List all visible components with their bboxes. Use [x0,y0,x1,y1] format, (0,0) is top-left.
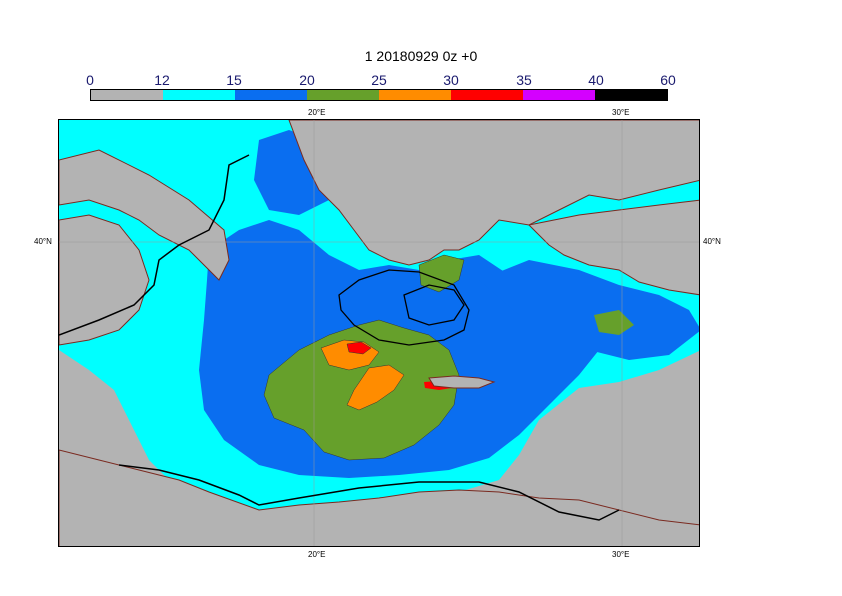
colorbar-label-20: 20 [299,72,315,88]
land-balkans [288,120,699,266]
contour-line-loop-1 [338,269,470,346]
colorbar-segment-25-30 [379,90,451,100]
contour-line-south [118,464,620,521]
colorbar-label-15: 15 [226,72,242,88]
contour-line-loop-2 [403,284,465,326]
sea-orange-2 [346,364,405,411]
colorbar-label-12: 12 [154,72,170,88]
bottom-tick-30e: 30°E [612,550,630,559]
top-tick-20e: 20°E [308,108,326,117]
colorbar-segment-20-25 [307,90,379,100]
land-italy [59,149,230,281]
colorbar-segment-0-12 [91,90,163,100]
colorbar-segment-12-15 [163,90,235,100]
colorbar-label-25: 25 [371,72,387,88]
sea-red-1 [346,341,372,355]
map-panel [58,119,700,547]
land-africa [59,449,699,546]
sea-green-east [594,310,634,335]
colorbar-label-40: 40 [588,72,604,88]
contour-line-main [59,154,250,336]
map-title: 1 20180929 0z +0 [364,48,478,64]
colorbar-label-60: 60 [660,72,676,88]
land-crete [428,375,496,389]
land-turkey [527,199,699,296]
top-tick-30e: 30°E [612,108,630,117]
left-tick-40n: 40°N [34,237,52,246]
colorbar-label-35: 35 [516,72,532,88]
colorbar-label-30: 30 [443,72,459,88]
colorbar-label-0: 0 [86,72,94,88]
colorbar-segment-40-60 [595,90,667,100]
bottom-tick-20e: 20°E [308,550,326,559]
colorbar-segment-30-35 [451,90,523,100]
right-tick-40n: 40°N [703,237,721,246]
colorbar-segment-35-40 [523,90,595,100]
map-canvas [59,120,699,546]
sea-blue-east [479,260,699,360]
colorbar [90,89,668,101]
colorbar-segment-15-20 [235,90,307,100]
sea-green-north [418,254,465,293]
